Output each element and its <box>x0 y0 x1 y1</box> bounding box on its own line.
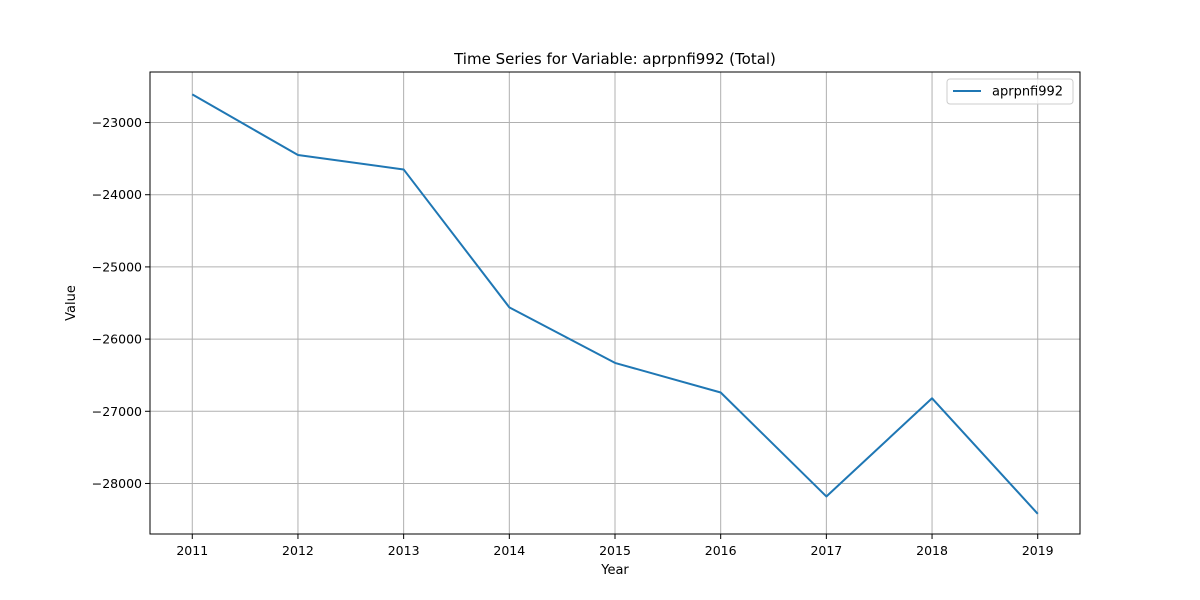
x-axis-ticks: 2011 2012 2013 2014 2015 2016 2017 2018 2019 <box>176 534 1054 558</box>
x-tick-label: 2014 <box>493 543 525 558</box>
grid-lines <box>150 72 1080 534</box>
y-tick-label: −24000 <box>92 187 142 202</box>
x-tick-label: 2011 <box>176 543 208 558</box>
y-tick-label: −26000 <box>92 332 142 347</box>
y-tick-label: −28000 <box>92 476 142 491</box>
x-tick-label: 2019 <box>1022 543 1054 558</box>
x-tick-label: 2013 <box>388 543 420 558</box>
legend: aprpnfi992 <box>946 78 1074 105</box>
legend-label: aprpnfi992 <box>992 85 1063 100</box>
x-tick-label: 2012 <box>282 543 314 558</box>
x-tick-label: 2017 <box>810 543 842 558</box>
x-tick-label: 2015 <box>599 543 631 558</box>
x-tick-label: 2016 <box>705 543 737 558</box>
x-tick-label: 2018 <box>916 543 948 558</box>
x-axis-label: Year <box>600 563 629 578</box>
y-axis-ticks: −23000 −24000 −25000 −26000 −27000 −28000 <box>92 115 150 491</box>
series-line <box>191 93 1039 515</box>
chart-title: Time Series for Variable: aprpnfi992 (To… <box>453 50 776 68</box>
y-tick-label: −23000 <box>92 115 142 130</box>
series-layer <box>191 93 1039 515</box>
legend-box <box>946 78 1074 105</box>
y-axis-label: Value <box>64 285 79 321</box>
y-tick-label: −25000 <box>92 259 142 274</box>
y-tick-label: −27000 <box>92 404 142 419</box>
